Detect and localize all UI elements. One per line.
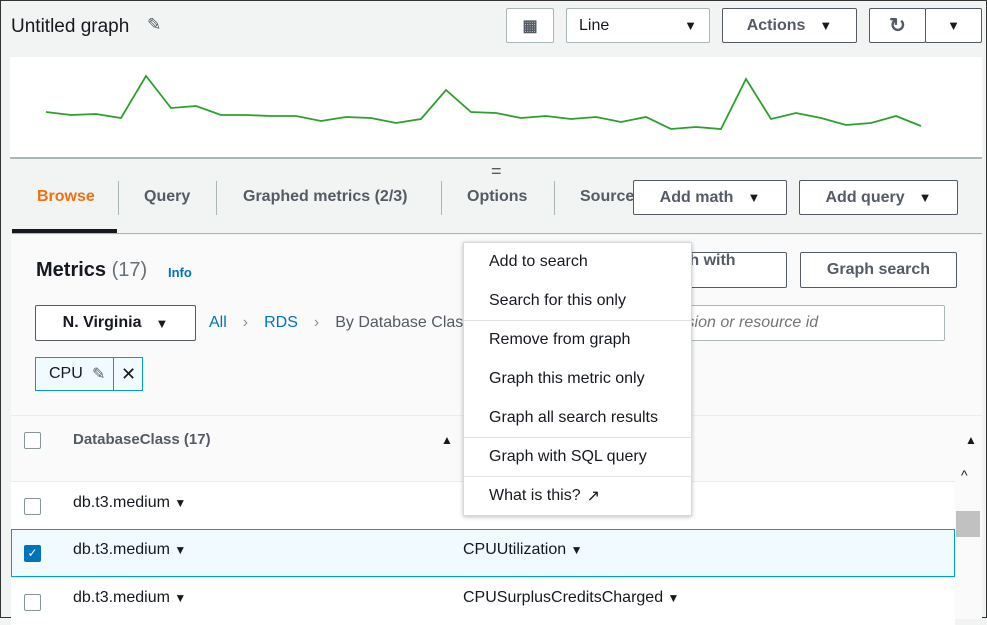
column-header-databaseclass[interactable]: DatabaseClass (17): [73, 431, 211, 448]
external-link-icon: ↗: [586, 488, 600, 505]
caret-down-icon: ▼: [155, 315, 169, 331]
region-select[interactable]: N. Virginia ▼: [35, 305, 196, 341]
edit-icon[interactable]: ✎: [147, 15, 162, 34]
actions-button[interactable]: Actions ▼: [722, 8, 857, 43]
line-chart: [45, 74, 922, 130]
sort-icon[interactable]: ▲: [965, 433, 977, 447]
metrics-title: Metrics: [36, 259, 107, 281]
metric-name: CPUUtilization ▼: [463, 541, 583, 558]
chevron-right-icon: ›: [313, 314, 320, 331]
metrics-count: (17): [111, 259, 148, 281]
database-class: db.t3.medium ▼: [73, 494, 187, 511]
remove-filter-icon[interactable]: ✕: [113, 358, 143, 390]
resize-handle[interactable]: =: [491, 161, 502, 181]
caret-down-icon: ▼: [947, 18, 960, 33]
edit-icon[interactable]: ✎: [92, 366, 106, 383]
graph-title: Untitled graph: [11, 16, 130, 37]
add-math-label: Add math: [659, 188, 734, 206]
calculator-button[interactable]: ▦: [506, 8, 554, 43]
menu-graph-this-metric-only[interactable]: Graph this metric only: [489, 370, 645, 387]
chevron-right-icon: ›: [242, 314, 249, 331]
breadcrumb: All › RDS › By Database Class: [209, 314, 471, 332]
menu-add-to-search[interactable]: Add to search: [489, 253, 588, 270]
tab-source[interactable]: Source: [580, 188, 635, 205]
tab-browse[interactable]: Browse: [37, 188, 95, 205]
refresh-options-button[interactable]: ▼: [925, 8, 982, 43]
table-row-selected[interactable]: ✓ db.t3.medium ▼ CPUUtilization ▼: [11, 529, 955, 577]
tab-options[interactable]: Options: [467, 188, 528, 205]
filter-token-label: CPU: [49, 365, 83, 382]
context-menu: Add to search Search for this only Remov…: [463, 242, 692, 516]
region-value: N. Virginia: [62, 314, 142, 331]
what-is-this-label: What is this?: [489, 487, 581, 504]
table-row[interactable]: db.t3.medium ▼ CPUSurplusCreditsCharged …: [11, 577, 955, 625]
info-link[interactable]: Info: [168, 265, 192, 280]
tab-graphed-metrics[interactable]: Graphed metrics (2/3): [243, 188, 408, 205]
breadcrumb-all[interactable]: All: [209, 314, 227, 331]
select-all-checkbox[interactable]: [24, 432, 41, 449]
caret-down-icon: ▼: [747, 190, 761, 205]
row-checkbox[interactable]: [24, 498, 41, 515]
metrics-heading: Metrics (17): [36, 259, 147, 282]
tab-divider: [118, 181, 119, 215]
caret-down-icon: ▼: [918, 190, 932, 205]
tab-divider: [216, 181, 217, 215]
menu-graph-all-search-results[interactable]: Graph all search results: [464, 399, 691, 438]
menu-search-for-this-only[interactable]: Search for this only: [464, 282, 691, 321]
add-query-button[interactable]: Add query ▼: [799, 180, 958, 215]
breadcrumb-rds[interactable]: RDS: [264, 314, 298, 331]
graph-search-button[interactable]: Graph search: [800, 252, 957, 288]
add-math-button[interactable]: Add math ▼: [633, 180, 787, 215]
sort-icon[interactable]: ▲: [441, 433, 453, 447]
row-checkbox-checked[interactable]: ✓: [24, 545, 41, 562]
metric-name: CPUSurplusCreditsCharged ▼: [463, 589, 680, 606]
chart-panel: [10, 57, 982, 159]
filter-token: CPU ✎ ✕: [35, 357, 143, 391]
database-class: db.t3.medium ▼: [73, 541, 187, 558]
breadcrumb-current: By Database Class: [335, 314, 472, 331]
scroll-up-icon[interactable]: ^: [961, 467, 968, 483]
chart-type-value: Line: [579, 16, 610, 34]
database-class: db.t3.medium ▼: [73, 589, 187, 606]
caret-down-icon: ▼: [819, 18, 833, 33]
menu-graph-with-sql-query[interactable]: Graph with SQL query: [464, 438, 691, 477]
add-query-label: Add query: [825, 188, 905, 206]
tab-divider: [441, 181, 442, 215]
chart-type-select[interactable]: Line ▼: [566, 8, 710, 43]
scrollbar-thumb[interactable]: [956, 511, 980, 537]
menu-remove-from-graph[interactable]: Remove from graph: [489, 331, 631, 348]
caret-down-icon: ▼: [684, 18, 697, 33]
menu-what-is-this[interactable]: What is this? ↗: [464, 477, 691, 516]
active-tab-indicator: [12, 229, 117, 233]
tab-bar-divider: [12, 233, 982, 234]
calculator-icon: ▦: [522, 17, 538, 35]
actions-label: Actions: [746, 16, 806, 34]
series-line: [45, 74, 922, 130]
refresh-button[interactable]: ↻: [869, 8, 926, 43]
tab-divider: [554, 181, 555, 215]
graph-search-label: Graph search: [826, 261, 931, 278]
tab-query[interactable]: Query: [144, 188, 191, 205]
row-checkbox[interactable]: [24, 594, 41, 611]
